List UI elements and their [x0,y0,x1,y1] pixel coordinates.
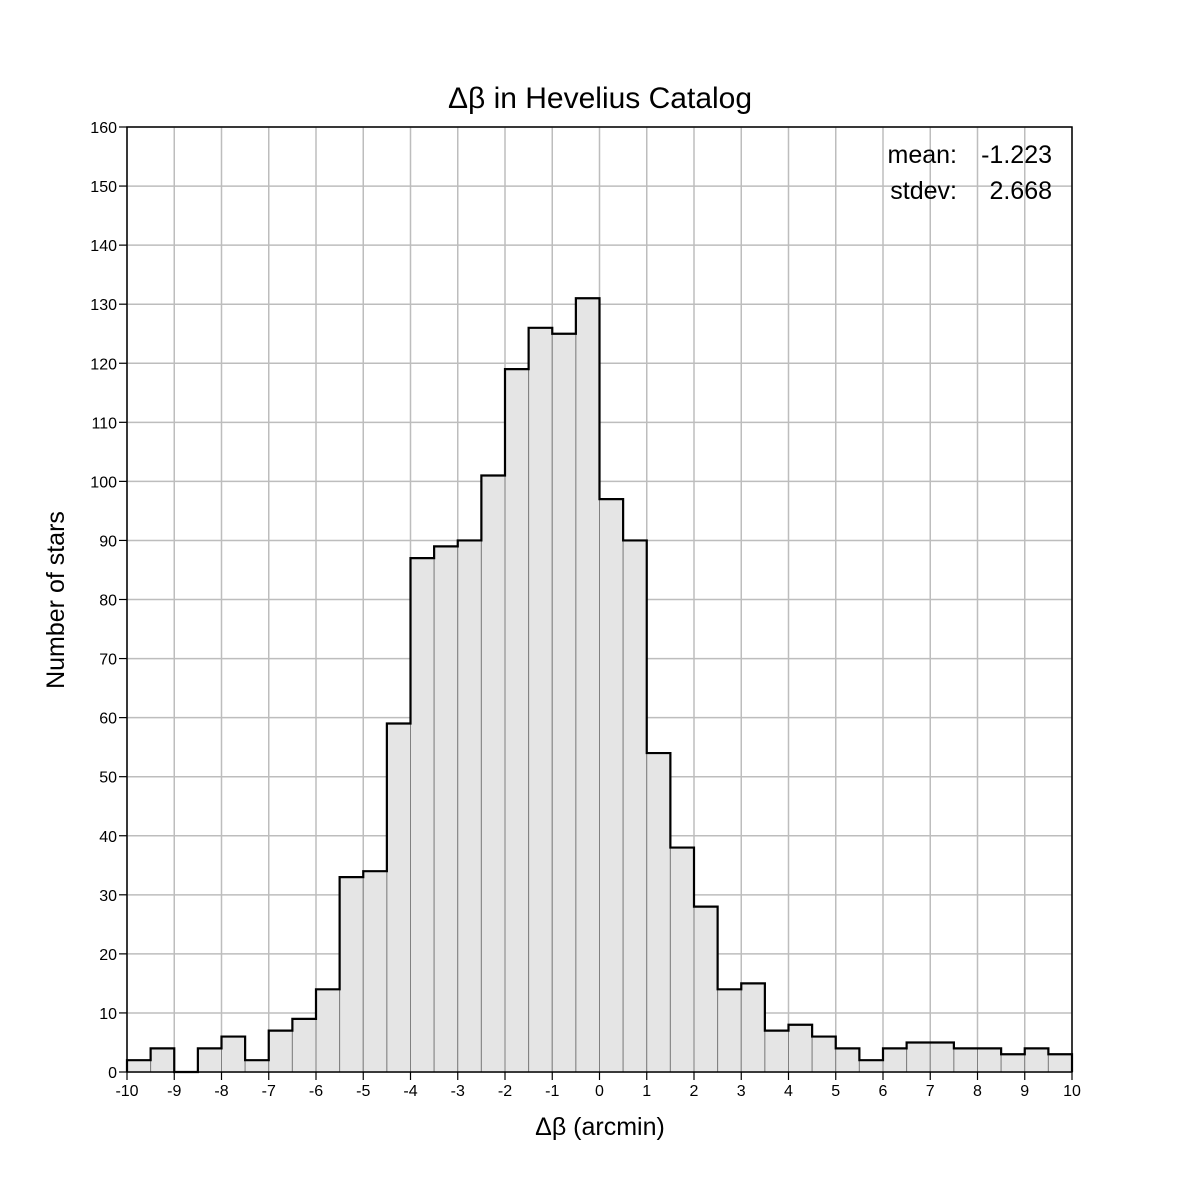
x-tick-label: 4 [784,1083,793,1100]
histogram-bar [244,1059,270,1073]
y-tick-label: 150 [90,179,117,196]
x-tick-label: 3 [737,1083,746,1100]
y-axis-title: Number of stars [42,511,70,689]
x-tick-label: -9 [167,1083,181,1100]
x-tick-label: -4 [403,1083,417,1100]
chart-title: Δβ in Hevelius Catalog [448,82,752,115]
histogram-bar [268,1030,293,1073]
x-tick-label: 0 [595,1083,604,1100]
y-tick-label: 160 [90,120,117,137]
y-tick-label: 50 [99,770,117,787]
histogram-bar [575,297,600,1073]
axis-ticks [119,126,1073,1080]
histogram-bar [339,876,364,1073]
histogram-bar [1047,1053,1073,1073]
y-tick-label: 0 [108,1065,117,1082]
histogram-bar [811,1036,837,1073]
histogram-bars [126,297,1073,1073]
histogram-bar [835,1047,860,1073]
histogram-bar [221,1036,246,1073]
histogram-bar [669,847,695,1073]
x-tick-label: 8 [973,1083,982,1100]
y-tick-label: 80 [99,593,117,610]
x-tick-label: -2 [498,1083,512,1100]
histogram-bar [126,1059,152,1073]
histogram-bar [528,327,553,1073]
x-tick-labels: -10 -9 -8 -7 -6 -5 -4 -3 -2 -1 0 1 2 3 4 5 6 7 8 9 10 [115,1083,1081,1100]
y-tick-label: 10 [99,1006,117,1023]
x-tick-label: 6 [879,1083,888,1100]
y-tick-label: 40 [99,829,117,846]
mean-value: -1.223 [981,141,1052,169]
histogram-bar [717,988,742,1073]
y-tick-label: 30 [99,888,117,905]
histogram-bar [977,1047,1002,1073]
x-tick-label: -3 [451,1083,465,1100]
histogram-bar [433,545,459,1073]
x-tick-label: 2 [690,1083,699,1100]
y-tick-label: 90 [99,533,117,550]
histogram-bar [788,1024,813,1073]
histogram-bar [622,539,648,1073]
histogram-bar [410,557,435,1073]
histogram-bar [197,1047,222,1073]
histogram-bar [315,988,341,1073]
y-tick-label: 70 [99,652,117,669]
histogram-outline [125,297,1074,1074]
x-tick-label: -5 [356,1083,370,1100]
x-tick-label: -1 [545,1083,559,1100]
histogram-bar [764,1030,789,1073]
histogram-bar [504,368,530,1073]
stdev-label: stdev: [890,177,957,205]
x-tick-label: -7 [262,1083,276,1100]
x-tick-label: -10 [115,1083,138,1100]
stats-box: mean: -1.223 stdev: 2.668 [888,141,1052,205]
histogram-bar [551,333,577,1073]
histogram-bar [386,723,411,1073]
x-tick-label: 5 [831,1083,840,1100]
x-axis-title: Δβ (arcmin) [535,1113,665,1141]
y-tick-label: 110 [91,415,117,432]
x-tick-label: 7 [926,1083,935,1100]
y-tick-label: 140 [90,238,117,255]
histogram-bar [291,1018,317,1073]
histogram-bar [1000,1053,1026,1073]
histogram-bar [953,1047,978,1073]
histogram-bar [1024,1047,1049,1073]
x-tick-label: 9 [1020,1083,1029,1100]
x-tick-label: 1 [642,1083,651,1100]
histogram-bar [929,1041,955,1073]
histogram-bar [480,474,506,1073]
histogram-bar [740,982,766,1073]
x-tick-label: 10 [1063,1083,1081,1100]
histogram-bar [362,870,388,1073]
histogram-bar [882,1047,908,1073]
y-tick-labels: 0 10 20 30 40 50 60 70 80 90 100 110 120 130 140 150 160 [90,120,117,1082]
y-tick-label: 120 [90,356,117,373]
histogram-bar [858,1059,884,1073]
histogram-bar [693,906,719,1073]
mean-label: mean: [888,141,957,169]
histogram-bar [457,539,482,1073]
y-tick-label: 20 [99,947,117,964]
y-tick-label: 100 [90,474,117,491]
histogram-bar [599,498,624,1073]
y-tick-label: 60 [99,711,117,728]
y-tick-label: 130 [90,297,117,314]
histogram-bar [646,752,671,1073]
histogram-bar [150,1047,175,1073]
histogram-bar [906,1041,931,1073]
x-tick-label: -6 [309,1083,323,1100]
x-tick-label: -8 [214,1083,228,1100]
stdev-value: 2.668 [989,177,1052,205]
